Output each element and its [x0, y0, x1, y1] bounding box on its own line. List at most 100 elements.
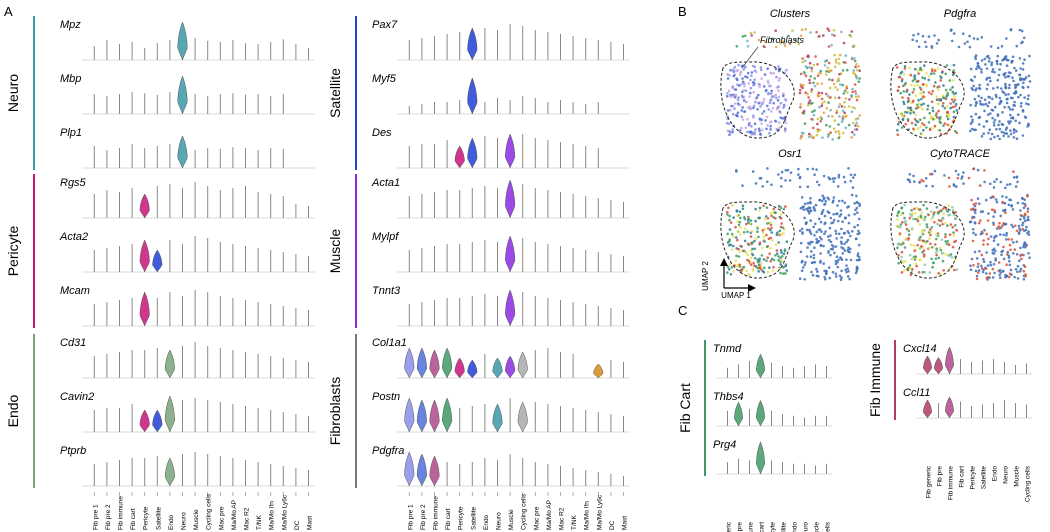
fibroblast-outline — [890, 61, 965, 139]
violin-shape — [416, 399, 427, 433]
umap-point — [997, 261, 1001, 264]
umap-point — [974, 112, 978, 116]
umap-point — [798, 185, 802, 189]
umap-point — [923, 64, 926, 67]
umap-point — [931, 109, 935, 113]
umap-point — [823, 100, 826, 103]
umap-point — [816, 239, 819, 243]
umap-point — [849, 179, 852, 183]
gene-label: Ccl11 — [903, 387, 930, 399]
umap-point — [821, 208, 825, 212]
umap-point — [994, 259, 997, 262]
umap-point — [1021, 62, 1025, 65]
umap-point — [1019, 209, 1022, 212]
umap-point — [1024, 246, 1027, 249]
umap-point — [896, 128, 899, 132]
umap-point — [999, 180, 1003, 184]
umap-point — [1004, 55, 1007, 59]
umap-point — [753, 256, 757, 260]
umap-title: Pdgfra — [944, 8, 976, 20]
umap-point — [1028, 256, 1031, 260]
umap-point — [732, 216, 735, 219]
umap-point — [845, 270, 848, 274]
category-tick-label: Cycling cells — [206, 493, 213, 530]
umap-point — [996, 113, 1000, 116]
umap-point — [940, 209, 943, 213]
umap-point — [858, 114, 862, 117]
umap-point — [902, 84, 905, 88]
umap-point — [1022, 206, 1026, 210]
umap-point — [821, 211, 824, 214]
umap-point — [822, 111, 826, 114]
umap-point — [1010, 238, 1014, 241]
umap-point — [980, 59, 984, 62]
umap-point — [955, 131, 959, 135]
umap-point — [760, 77, 763, 80]
umap-point — [753, 131, 756, 134]
umap-point — [913, 258, 917, 261]
umap-point — [934, 251, 938, 254]
umap-point — [940, 238, 944, 241]
umap-point — [939, 219, 943, 223]
umap-point — [800, 269, 804, 273]
umap-point — [988, 57, 991, 60]
umap-point — [987, 113, 990, 116]
category-tick-label: Satellite — [155, 506, 162, 530]
umap-point — [922, 203, 925, 207]
umap-point — [1000, 253, 1003, 256]
umap-point — [913, 77, 917, 81]
violin-shape — [923, 355, 932, 375]
umap-point — [976, 197, 980, 200]
umap-point — [946, 92, 949, 95]
umap-point — [942, 102, 945, 105]
umap-point — [986, 83, 990, 86]
umap-point — [920, 97, 923, 101]
umap-point — [857, 65, 860, 68]
umap-point — [834, 130, 838, 134]
umap-point — [768, 101, 772, 105]
umap-point — [1023, 202, 1027, 206]
umap-point — [934, 114, 938, 117]
umap-point — [923, 263, 927, 267]
category-tick-label: Neuro — [1003, 466, 1010, 484]
umap-point — [750, 242, 753, 246]
umap-point — [753, 31, 756, 34]
umap-point — [855, 98, 859, 102]
umap-point — [825, 73, 828, 76]
umap-point — [1019, 105, 1023, 108]
umap-point — [917, 102, 921, 106]
umap-point — [912, 88, 916, 91]
umap-point — [841, 199, 844, 203]
umap-point — [802, 83, 805, 87]
umap-point — [858, 77, 861, 80]
umap-point — [898, 120, 901, 124]
umap-point — [827, 238, 831, 242]
umap-point — [811, 240, 814, 244]
umap-point — [954, 105, 957, 108]
umap-point — [854, 271, 858, 275]
umap-point — [847, 167, 850, 170]
umap-point — [947, 243, 951, 247]
category-tick-label: T/NK — [256, 515, 263, 530]
umap-point — [1026, 85, 1030, 89]
umap-point — [844, 61, 847, 64]
umap-point — [805, 228, 809, 232]
umap-point — [771, 239, 774, 242]
umap-point — [799, 34, 803, 38]
umap-point — [831, 270, 835, 274]
umap-point — [831, 115, 834, 118]
umap-point — [1001, 224, 1004, 227]
umap-point — [820, 238, 823, 241]
group-label: Fibroblasts — [327, 377, 343, 445]
umap-point — [1001, 59, 1004, 62]
umap-point — [750, 34, 753, 37]
umap-point — [933, 211, 936, 214]
umap-point — [895, 224, 899, 228]
umap-point — [945, 209, 949, 212]
umap-point — [780, 232, 783, 236]
umap-point — [938, 246, 942, 250]
umap-title: Osr1 — [778, 148, 802, 160]
umap-point — [850, 136, 854, 139]
umap-point — [748, 95, 751, 98]
umap-point — [951, 245, 955, 249]
